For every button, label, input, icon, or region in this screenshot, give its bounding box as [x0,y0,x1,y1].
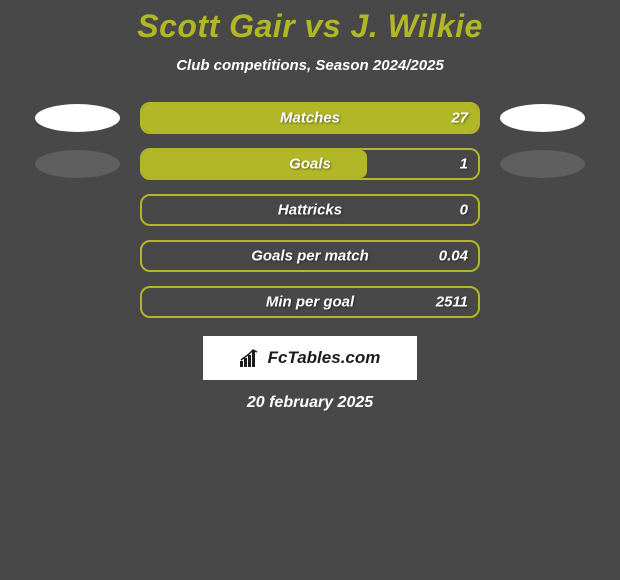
stat-bar: Min per goal 2511 [140,286,480,318]
stat-bar-fill [142,150,367,178]
logo-text: FcTables.com [268,348,381,368]
player-left-marker [35,104,120,132]
page-title: Scott Gair vs J. Wilkie [0,8,620,45]
stat-label: Min per goal [266,294,354,311]
chart-icon [240,349,262,367]
player-right-marker [500,150,585,178]
logo-badge: FcTables.com [203,336,417,380]
stat-value: 2511 [436,294,468,311]
player-left-marker [35,150,120,178]
stat-label: Hattricks [278,202,342,219]
stat-label: Goals [289,156,331,173]
stat-value: 1 [460,156,468,173]
stat-bar: Hattricks 0 [140,194,480,226]
player-right-marker [500,104,585,132]
stat-row: Hattricks 0 [0,194,620,226]
stat-row: Goals 1 [0,148,620,180]
stat-rows: Matches 27 Goals 1 Hattricks 0 Goals per match… [0,102,620,318]
stat-row: Matches 27 [0,102,620,134]
subtitle: Club competitions, Season 2024/2025 [0,57,620,74]
stat-label: Matches [280,110,340,127]
stat-value: 0.04 [439,248,468,265]
stat-label: Goals per match [251,248,369,265]
stat-bar: Goals per match 0.04 [140,240,480,272]
date-text: 20 february 2025 [0,394,620,412]
stat-value: 27 [451,110,468,127]
stat-bar: Goals 1 [140,148,480,180]
stat-row: Min per goal 2511 [0,286,620,318]
comparison-infographic: Scott Gair vs J. Wilkie Club competition… [0,0,620,580]
stat-bar: Matches 27 [140,102,480,134]
stat-value: 0 [460,202,468,219]
stat-row: Goals per match 0.04 [0,240,620,272]
